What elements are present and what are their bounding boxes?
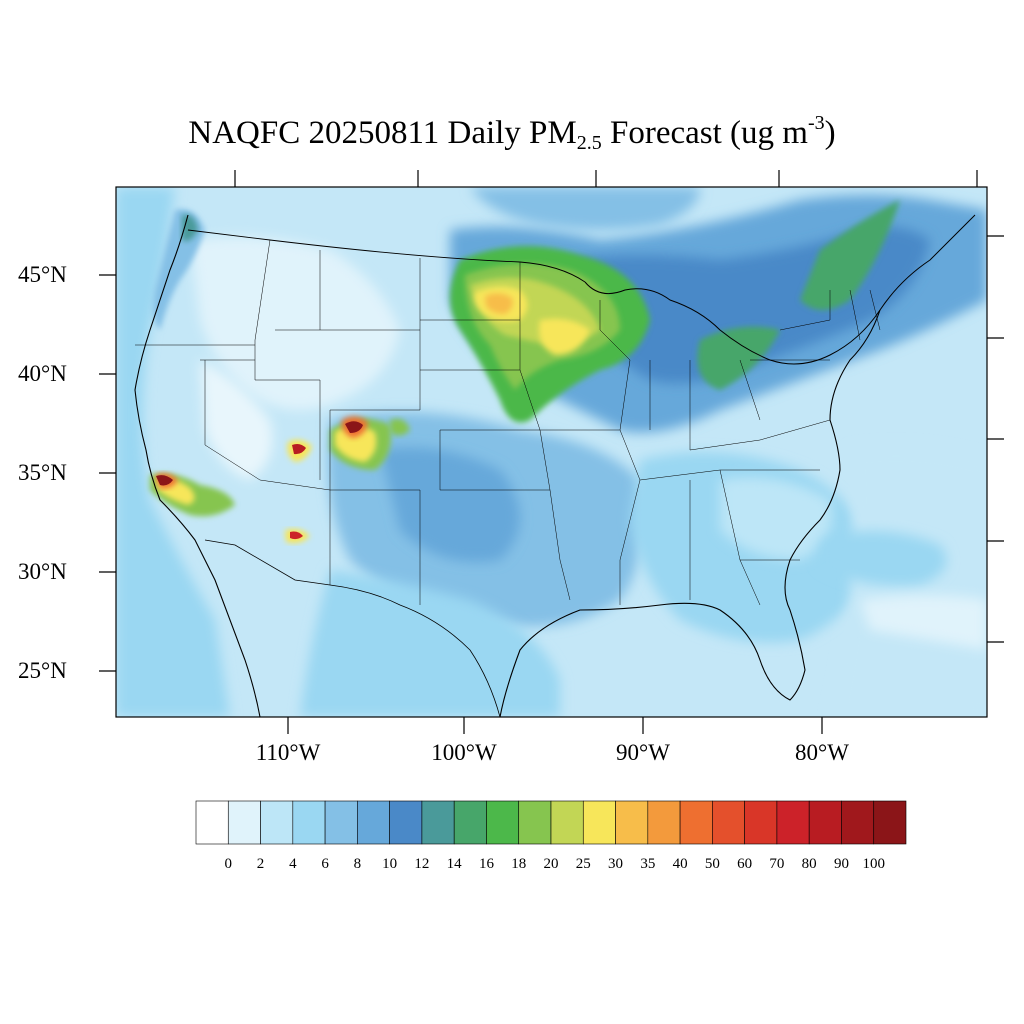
top-ticks [234, 170, 978, 187]
colorbar-label: 14 [446, 856, 462, 872]
bottom-ticks [287, 717, 823, 734]
colorbar-label: 60 [737, 856, 753, 872]
border-mexico [204, 539, 501, 717]
colorbar-swatch [260, 800, 294, 845]
colorbar-label: 40 [672, 856, 688, 872]
colorbar-label: 90 [833, 856, 849, 872]
colorbar-label: 100 [862, 856, 885, 872]
lon-label: 80°W [795, 740, 849, 765]
boundaries [134, 214, 976, 717]
colorbar [195, 800, 907, 845]
colorbar-swatch [518, 800, 552, 845]
colorbar-swatch [873, 800, 907, 845]
map-frame [115, 186, 988, 718]
colorbar-label: 30 [608, 856, 624, 872]
colorbar-swatch [808, 800, 842, 845]
colorbar-label: 35 [640, 856, 656, 872]
colorbar-swatch [615, 800, 649, 845]
map-title: NAQFC 20250811 Daily PM2.5 Forecast (ug … [188, 112, 836, 154]
colorbar-label: 80 [801, 856, 817, 872]
colorbar-label: 8 [353, 856, 362, 872]
right-ticks [987, 235, 1004, 643]
colorbar-label: 4 [289, 856, 297, 872]
colorbar-label: 0 [224, 856, 233, 872]
title-superscript: -3 [807, 112, 825, 134]
colorbar-label: 20 [543, 856, 559, 872]
lon-label: 90°W [616, 740, 670, 765]
left-ticks [99, 274, 116, 672]
colorbar-label: 2 [256, 856, 265, 872]
colorbar-swatch [389, 800, 423, 845]
colorbar-swatch [292, 800, 326, 845]
colorbar-swatch [453, 800, 487, 845]
colorbar-label: 25 [575, 856, 591, 872]
colorbar-label: 18 [511, 856, 527, 872]
lat-label: 30°N [18, 559, 67, 584]
east-gulf-coastline [499, 309, 881, 717]
colorbar-label: 70 [769, 856, 785, 872]
lat-label: 35°N [18, 460, 67, 485]
lon-label: 110°W [255, 740, 321, 765]
colorbar-label: 10 [382, 856, 398, 872]
lat-label: 25°N [18, 658, 67, 683]
title-subscript: 2.5 [576, 132, 602, 154]
west-coastline [134, 214, 261, 717]
colorbar-swatch [647, 800, 681, 845]
pm25-field [116, 187, 987, 717]
lon-label: 100°W [431, 740, 497, 765]
colorbar-swatch [712, 800, 745, 845]
colorbar-swatch [582, 800, 616, 845]
colorbar-swatch [195, 800, 229, 845]
lat-label: 45°N [18, 262, 67, 287]
colorbar-swatch [841, 800, 875, 845]
colorbar-swatch [486, 800, 520, 845]
colorbar-swatch [357, 800, 390, 845]
colorbar-swatch [776, 800, 810, 845]
colorbar-swatch [421, 800, 455, 845]
colorbar-swatch [324, 800, 358, 845]
lat-label: 40°N [18, 361, 67, 386]
colorbar-swatch [744, 800, 778, 845]
border-canada [187, 229, 586, 283]
colorbar-swatch [227, 800, 261, 845]
colorbar-label: 16 [478, 856, 494, 872]
colorbar-swatch [550, 800, 584, 845]
colorbar-label: 50 [704, 856, 720, 872]
colorbar-label: 12 [414, 856, 430, 872]
colorbar-swatch [679, 800, 713, 845]
colorbar-label: 6 [321, 856, 329, 872]
